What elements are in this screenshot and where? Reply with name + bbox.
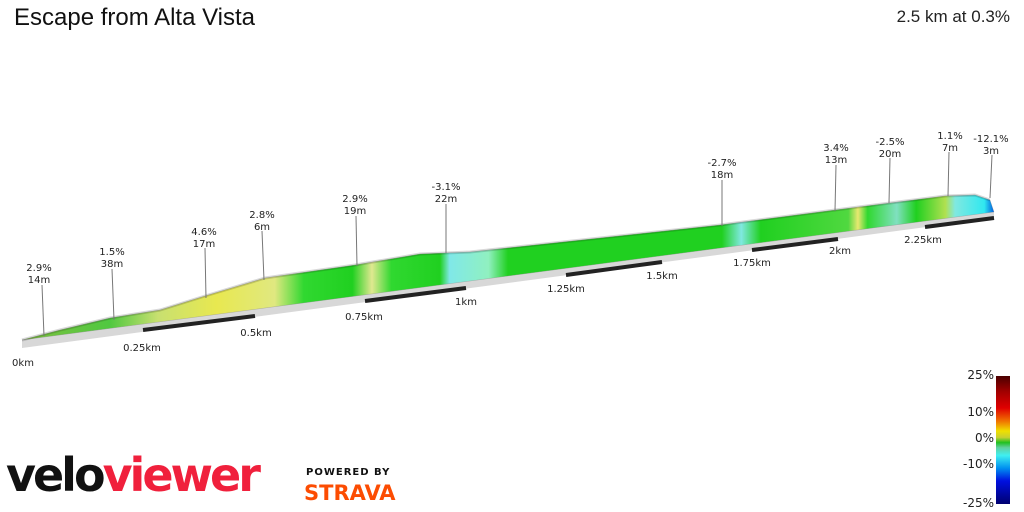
- svg-text:2.9%: 2.9%: [342, 194, 367, 205]
- svg-text:2.8%: 2.8%: [249, 210, 274, 221]
- annotation-2: 1.5%38m: [99, 247, 125, 321]
- annotation-9: -2.5%20m: [875, 137, 905, 204]
- tick-0: 0km: [12, 358, 34, 369]
- strava-logo[interactable]: STRAVA: [304, 481, 396, 505]
- veloviewer-logo[interactable]: veloviewer: [6, 452, 261, 498]
- svg-text:-3.1%: -3.1%: [431, 182, 460, 193]
- logo-velo: velo: [6, 448, 106, 502]
- legend-label-0: 0%: [974, 431, 994, 445]
- annotation-1: 2.9%14m: [26, 263, 52, 337]
- tick-5: 1.25km: [547, 284, 585, 295]
- svg-text:4.6%: 4.6%: [191, 227, 216, 238]
- svg-text:18m: 18m: [711, 170, 733, 181]
- annotation-4: 2.8%6m: [249, 210, 275, 281]
- route-summary: 2.5 km at 0.3%: [896, 7, 1010, 26]
- svg-text:17m: 17m: [193, 239, 215, 250]
- tick-8: 2km: [829, 246, 851, 257]
- annotation-5: 2.9%19m: [342, 194, 368, 267]
- annotation-7: -2.7%18m: [707, 158, 737, 226]
- svg-text:38m: 38m: [101, 259, 123, 270]
- distance-bands: [142, 216, 995, 332]
- svg-text:22m: 22m: [435, 194, 457, 205]
- legend-label-25: 25%: [967, 368, 994, 382]
- tick-7: 1.75km: [733, 258, 771, 269]
- svg-text:7m: 7m: [942, 143, 958, 154]
- tick-4: 1km: [455, 297, 477, 308]
- color-scale-bar: [996, 376, 1010, 504]
- svg-text:14m: 14m: [28, 275, 50, 286]
- tick-6: 1.5km: [646, 271, 677, 282]
- svg-text:-12.1%: -12.1%: [973, 134, 1008, 145]
- svg-text:2.9%: 2.9%: [26, 263, 51, 274]
- svg-text:13m: 13m: [825, 155, 847, 166]
- svg-text:1.5%: 1.5%: [99, 247, 124, 258]
- profile-top-edge: [21, 193, 991, 342]
- tick-9: 2.25km: [904, 235, 942, 246]
- svg-text:-2.7%: -2.7%: [707, 158, 736, 169]
- annotation-8: 3.4%13m: [823, 143, 849, 212]
- svg-text:6m: 6m: [254, 222, 270, 233]
- svg-text:20m: 20m: [879, 149, 901, 160]
- logo-viewer: viewer: [102, 448, 261, 502]
- legend-label-neg25: -25%: [962, 496, 994, 510]
- profile-surface: [21, 194, 995, 341]
- svg-text:-2.5%: -2.5%: [875, 137, 904, 148]
- legend-label-10: 10%: [967, 405, 994, 419]
- annotation-3: 4.6%17m: [191, 227, 217, 299]
- svg-text:3m: 3m: [983, 146, 999, 157]
- page-title: Escape from Alta Vista: [14, 4, 256, 31]
- powered-by-label: POWERED BY: [306, 467, 391, 478]
- segment-annotations: 2.9%14m 1.5%38m 4.6%17m 2.8%6m 2.9%19m -…: [26, 131, 1009, 337]
- tick-2: 0.5km: [240, 328, 271, 339]
- svg-text:3.4%: 3.4%: [823, 143, 848, 154]
- annotation-10: 1.1%7m: [937, 131, 963, 197]
- annotation-6: -3.1%22m: [431, 182, 461, 253]
- svg-text:19m: 19m: [344, 206, 366, 217]
- distance-axis: 0km 0.25km 0.5km 0.75km 1km 1.25km 1.5km…: [12, 235, 942, 369]
- gradient-legend: 25% 10% 0% -10% -25%: [934, 368, 1024, 512]
- profile-base: [22, 212, 994, 348]
- svg-text:1.1%: 1.1%: [937, 131, 962, 142]
- annotation-11: -12.1%3m: [973, 134, 1009, 199]
- legend-label-neg10: -10%: [962, 457, 994, 471]
- tick-3: 0.75km: [345, 312, 383, 323]
- tick-1: 0.25km: [123, 343, 161, 354]
